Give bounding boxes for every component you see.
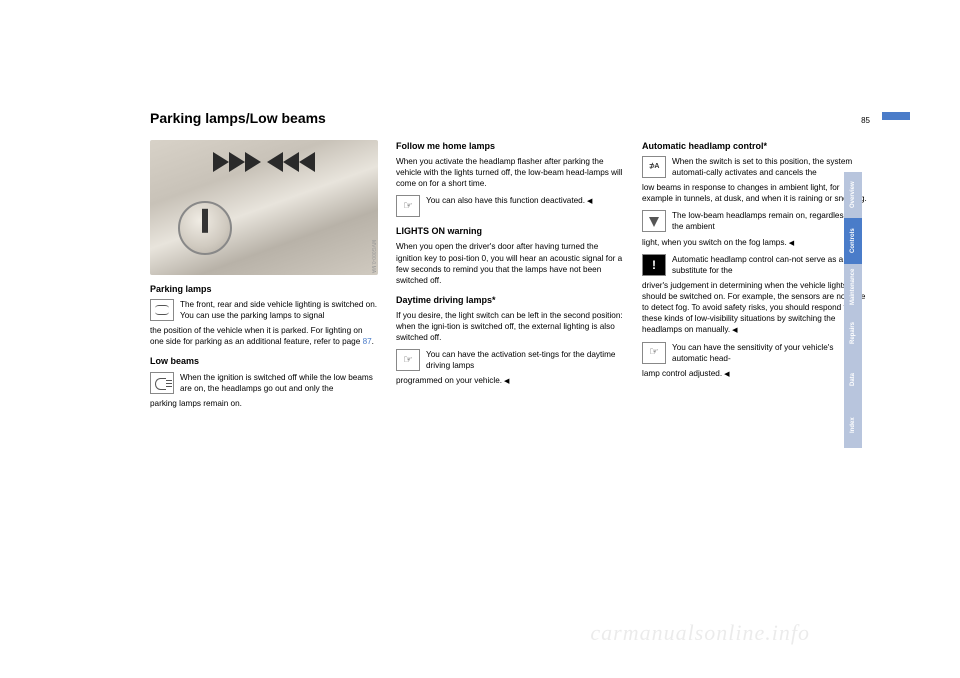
auto-warning: ! Automatic headlamp control can-not ser… (642, 254, 870, 276)
auto-rest-1: low beams in response to changes in ambi… (642, 182, 870, 204)
daytime-text: If you desire, the light switch can be l… (396, 310, 624, 343)
low-beams-rest: parking lamps remain on. (150, 398, 378, 409)
tab-data[interactable]: Data (844, 356, 862, 402)
auto-block-1: ⊅A When the switch is set to this positi… (642, 156, 870, 178)
page-title: Parking lamps/Low beams (150, 110, 326, 126)
auto-icon: ⊅A (642, 156, 666, 178)
parking-lamps-text: The front, rear and side vehicle lightin… (180, 299, 378, 321)
auto-text-4: You can have the sensitivity of your veh… (672, 342, 870, 364)
section-marker (882, 112, 910, 120)
tab-repairs[interactable]: Repairs (844, 310, 862, 356)
hand-icon-2: ☞ (396, 349, 420, 371)
heading-auto-headlamp: Automatic headlamp control* (642, 140, 870, 152)
heading-daytime: Daytime driving lamps* (396, 294, 624, 306)
tab-maintenance[interactable]: Maintenance (844, 264, 862, 310)
heading-parking-lamps: Parking lamps (150, 283, 378, 295)
heading-lights-on: LIGHTS ON warning (396, 225, 624, 237)
auto-rest-2: light, when you switch on the fog lamps. (642, 237, 870, 248)
tab-index[interactable]: Index (844, 402, 862, 448)
dashboard-photo: MVG000-0.MA (150, 140, 378, 275)
auto-block-2: The low-beam headlamps remain on, regard… (642, 210, 870, 232)
heading-follow-me-home: Follow me home lamps (396, 140, 624, 152)
watermark: carmanualsonline.info (590, 620, 810, 646)
page-number: 85 (861, 116, 870, 125)
parking-lamps-block: The front, rear and side vehicle lightin… (150, 299, 378, 321)
heading-low-beams: Low beams (150, 355, 378, 367)
daytime-note: ☞ You can have the activation set-tings … (396, 349, 624, 371)
auto-text-2: The low-beam headlamps remain on, regard… (672, 210, 870, 232)
page-link-87[interactable]: 87 (363, 337, 372, 346)
content-columns: MVG000-0.MA Parking lamps The front, rea… (150, 140, 870, 415)
auto-warning-text: Automatic headlamp control can-not serve… (672, 254, 870, 276)
column-1: MVG000-0.MA Parking lamps The front, rea… (150, 140, 378, 415)
low-beam-icon (150, 372, 174, 394)
column-2: Follow me home lamps When you activate t… (396, 140, 624, 415)
parking-lamps-icon (150, 299, 174, 321)
low-beams-text: When the ignition is switched off while … (180, 372, 378, 394)
follow-me-home-text: When you activate the headlamp flasher a… (396, 156, 624, 189)
parking-lamps-rest-text: the position of the vehicle when it is p… (150, 326, 363, 346)
lights-on-text: When you open the driver's door after ha… (396, 241, 624, 285)
low-beams-block: When the ignition is switched off while … (150, 372, 378, 394)
photo-arrows (213, 152, 315, 172)
daytime-note-rest: programmed on your vehicle. (396, 375, 624, 386)
auto-warning-rest: driver's judgement in determining when t… (642, 280, 870, 336)
side-tabs: Overview Controls Maintenance Repairs Da… (844, 172, 862, 448)
tab-controls[interactable]: Controls (844, 218, 862, 264)
info-icon (642, 210, 666, 232)
auto-text-1: When the switch is set to this position,… (672, 156, 870, 178)
auto-block-4: ☞ You can have the sensitivity of your v… (642, 342, 870, 364)
period: . (372, 337, 374, 346)
manual-page: Parking lamps/Low beams 85 MVG000-0.MA P… (150, 110, 870, 415)
hand-icon: ☞ (396, 195, 420, 217)
column-3: Automatic headlamp control* ⊅A When the … (642, 140, 870, 415)
parking-lamps-rest: the position of the vehicle when it is p… (150, 325, 378, 347)
warning-icon: ! (642, 254, 666, 276)
tab-overview[interactable]: Overview (844, 172, 862, 218)
hand-icon-3: ☞ (642, 342, 666, 364)
deactivate-note: ☞ You can also have this function deacti… (396, 195, 624, 217)
light-dial (178, 201, 232, 255)
photo-code: MVG000-0.MA (369, 240, 376, 273)
auto-rest-4: lamp control adjusted. (642, 368, 870, 379)
deactivate-text: You can also have this function deactiva… (426, 195, 624, 206)
title-row: Parking lamps/Low beams 85 (150, 110, 870, 128)
daytime-note-text: You can have the activation set-tings fo… (426, 349, 624, 371)
